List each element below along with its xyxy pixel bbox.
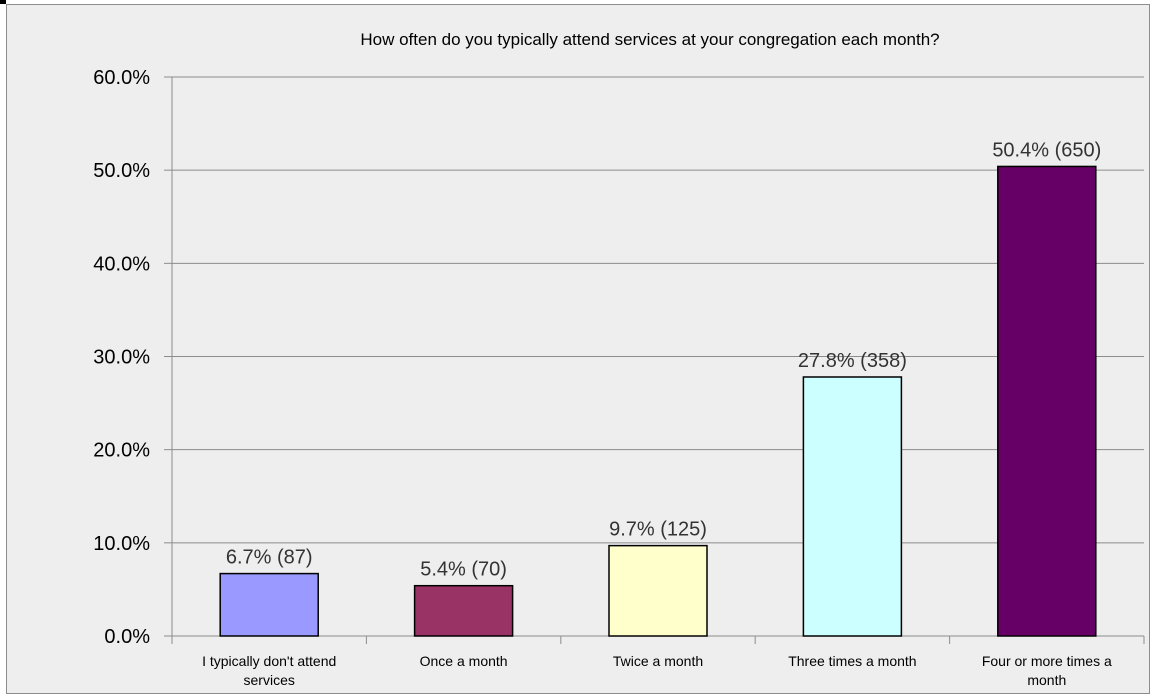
- chart-title: How often do you typically attend servic…: [360, 30, 940, 49]
- bar: [802, 376, 903, 637]
- x-tick-label: month: [1027, 672, 1066, 688]
- x-tick-label: Once a month: [420, 653, 508, 669]
- data-label: 6.7% (87): [226, 547, 313, 569]
- data-label: 50.4% (650): [992, 139, 1101, 161]
- x-tick-label: Twice a month: [613, 653, 703, 669]
- bar: [997, 165, 1097, 637]
- data-label: 9.7% (125): [609, 519, 707, 541]
- bar: [219, 572, 319, 637]
- y-tick-label: 10.0%: [93, 533, 150, 555]
- x-tick-label: Three times a month: [788, 653, 916, 669]
- y-tick-label: 60.0%: [93, 67, 150, 89]
- bar: [608, 544, 708, 637]
- y-tick-label: 0.0%: [104, 626, 150, 648]
- x-tick-label: I typically don't attend: [202, 653, 336, 669]
- data-label: 5.4% (70): [420, 559, 507, 581]
- data-label: 27.8% (358): [798, 350, 907, 372]
- y-tick-label: 20.0%: [93, 440, 150, 462]
- x-tick-label: Four or more times a: [982, 653, 1112, 669]
- y-tick-label: 30.0%: [93, 347, 150, 369]
- y-tick-label: 40.0%: [93, 253, 150, 275]
- corner-mark: [0, 0, 6, 4]
- bar: [413, 584, 514, 637]
- y-tick-label: 50.0%: [93, 160, 150, 182]
- x-tick-label: services: [244, 672, 295, 688]
- chart-area: [6, 4, 1150, 694]
